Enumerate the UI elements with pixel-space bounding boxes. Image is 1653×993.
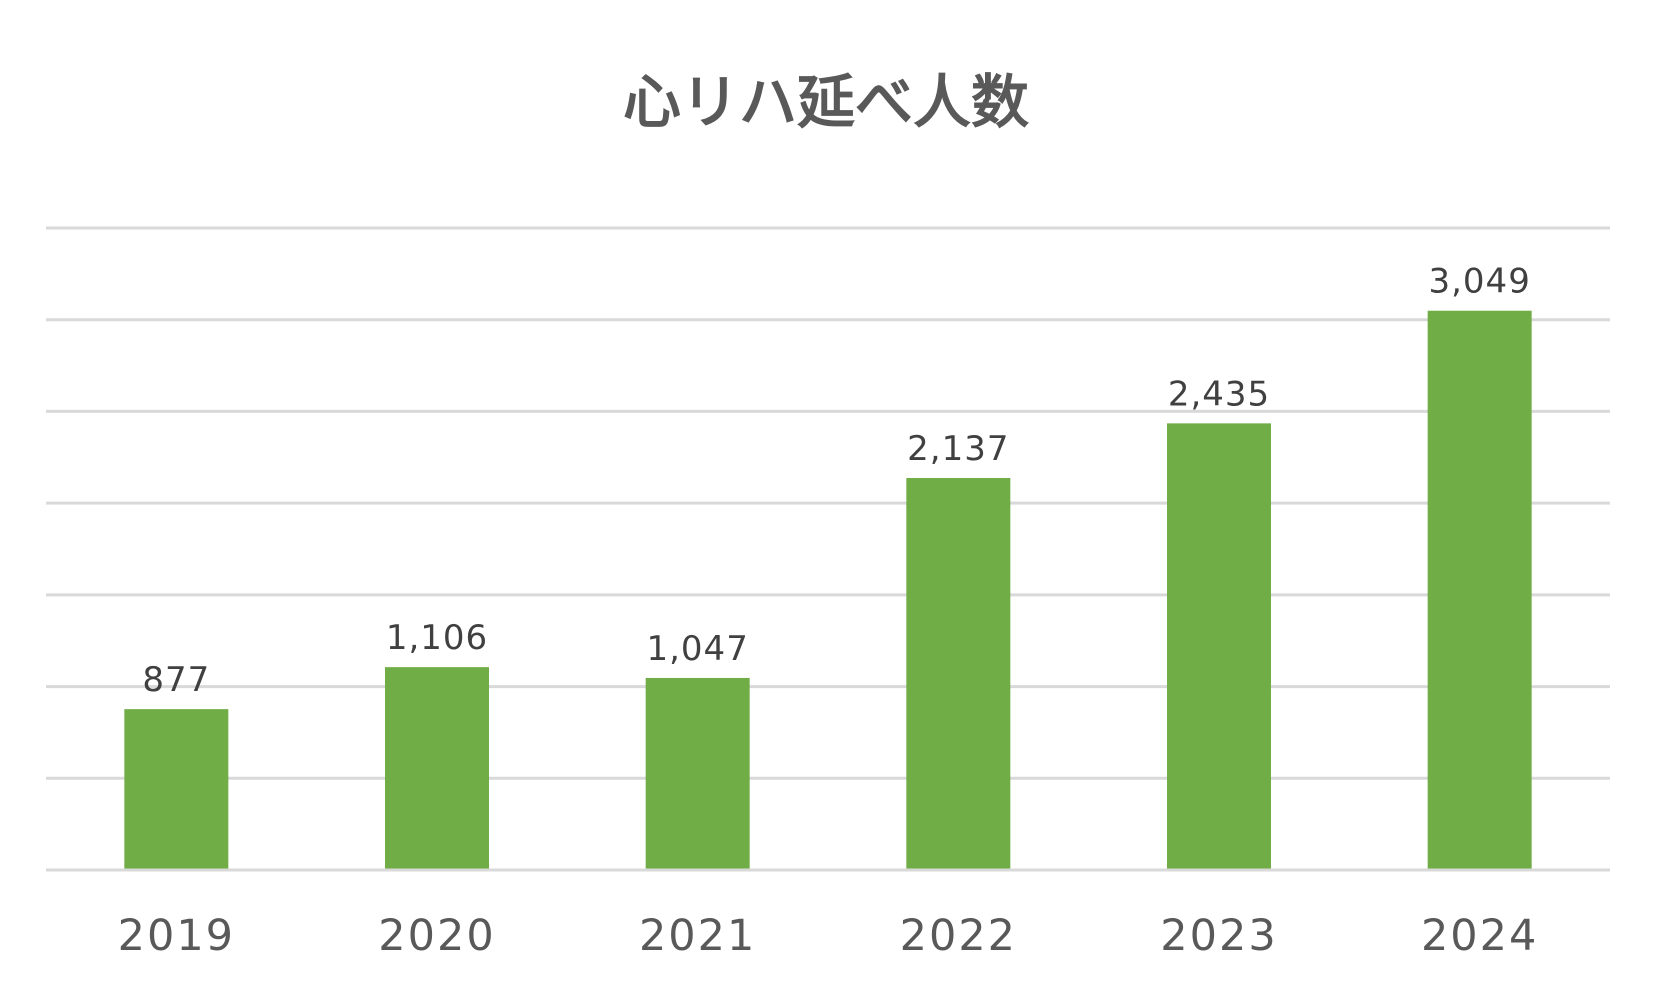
bar-2020 — [385, 667, 489, 869]
data-label-2020: 1,106 — [386, 618, 488, 658]
bar-2024 — [1427, 310, 1532, 869]
chart-title: 心リハ延べ人数 — [623, 68, 1029, 136]
category-label-2024: 2024 — [1421, 911, 1538, 961]
category-label-2020: 2020 — [378, 911, 495, 961]
data-label-2023: 2,435 — [1168, 374, 1270, 414]
bar-2019 — [124, 709, 229, 869]
data-labels: 877 1,106 1,047 2,137 2,435 3,049 — [142, 262, 1530, 700]
category-label-2022: 2022 — [900, 911, 1017, 961]
category-labels: 2019 2020 2021 2022 2023 2024 — [118, 911, 1538, 961]
bars — [124, 310, 1532, 869]
gridlines — [46, 226, 1610, 872]
data-label-2021: 1,047 — [646, 629, 748, 669]
bar-2022 — [906, 478, 1011, 869]
bar-2021 — [645, 677, 750, 869]
bar-2023 — [1167, 423, 1271, 869]
category-label-2023: 2023 — [1160, 911, 1277, 961]
category-label-2019: 2019 — [118, 911, 235, 961]
category-label-2021: 2021 — [639, 911, 756, 961]
data-label-2019: 877 — [142, 660, 210, 700]
data-label-2022: 2,137 — [907, 429, 1009, 469]
data-label-2024: 3,049 — [1428, 262, 1530, 302]
